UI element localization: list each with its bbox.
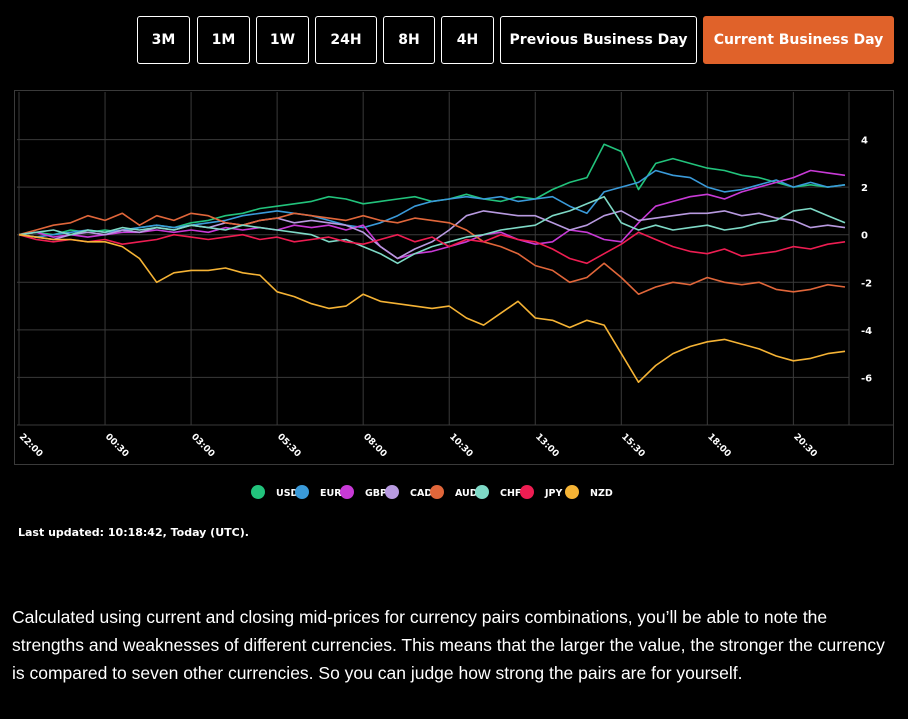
timeframe-button[interactable]: 3M bbox=[137, 16, 190, 64]
x-tick-label: 20:30 bbox=[791, 432, 818, 459]
y-tick-label: -6 bbox=[861, 373, 872, 384]
legend-swatch bbox=[295, 485, 309, 499]
last-updated: Last updated: 10:18:42, Today (UTC). bbox=[18, 526, 249, 539]
series-line bbox=[18, 195, 846, 265]
legend-label: CHF bbox=[500, 488, 521, 499]
chart: 4 2 0 -2 -4 -6 22:00 00:30 03:00 05:30 08:00 10:30 1… bbox=[17, 92, 893, 459]
legend-swatch bbox=[520, 485, 534, 499]
y-tick-label: -2 bbox=[861, 278, 872, 289]
series-line bbox=[18, 169, 846, 238]
legend: USD EUR GBP CAD AUD CHF JPY NZD bbox=[251, 485, 613, 499]
timeframe-button[interactable]: 1W bbox=[256, 16, 309, 64]
legend-label: USD bbox=[276, 488, 299, 499]
series-line bbox=[18, 233, 846, 383]
x-tick-label: 13:00 bbox=[533, 432, 560, 459]
timeframe-button[interactable]: 24H bbox=[315, 16, 377, 64]
legend-swatch bbox=[475, 485, 489, 499]
x-tick-label: 08:00 bbox=[361, 432, 388, 459]
description: Calculated using current and closing mid… bbox=[12, 607, 885, 683]
x-tick-label: 18:00 bbox=[705, 432, 732, 459]
legend-swatch bbox=[340, 485, 354, 499]
y-tick-label: 4 bbox=[861, 136, 868, 147]
timeframe-button[interactable]: 1M bbox=[197, 16, 250, 64]
legend-swatch bbox=[430, 485, 444, 499]
legend-label: NZD bbox=[590, 488, 613, 499]
y-tick-label: -4 bbox=[861, 326, 872, 337]
legend-swatch bbox=[565, 485, 579, 499]
timeframe-button[interactable]: Current Business Day bbox=[703, 16, 894, 64]
series-line bbox=[18, 231, 846, 265]
series-line bbox=[18, 169, 846, 260]
timeframe-button[interactable]: Previous Business Day bbox=[500, 16, 697, 64]
series-line bbox=[18, 212, 846, 295]
x-tick-label: 22:00 bbox=[17, 432, 44, 459]
timeframe-button[interactable]: 8H bbox=[383, 16, 435, 64]
x-tick-label: 05:30 bbox=[275, 432, 302, 459]
legend-label: AUD bbox=[455, 488, 478, 499]
y-tick-label: 0 bbox=[861, 231, 868, 242]
x-tick-label: 03:00 bbox=[189, 432, 216, 459]
legend-label: JPY bbox=[544, 488, 562, 499]
y-tick-label: 2 bbox=[861, 183, 868, 194]
x-tick-label: 15:30 bbox=[619, 432, 646, 459]
legend-swatch bbox=[385, 485, 399, 499]
legend-label: EUR bbox=[320, 488, 342, 499]
timeframe-button[interactable]: 4H bbox=[441, 16, 494, 64]
x-tick-label: 10:30 bbox=[447, 432, 474, 459]
x-tick-label: 00:30 bbox=[103, 432, 130, 459]
legend-label: CAD bbox=[410, 488, 432, 499]
chart-frame: 4 2 0 -2 -4 -6 22:00 00:30 03:00 05:30 08:00 10:30 1… bbox=[14, 90, 894, 465]
legend-label: GBP bbox=[365, 488, 387, 499]
legend-swatch bbox=[251, 485, 265, 499]
